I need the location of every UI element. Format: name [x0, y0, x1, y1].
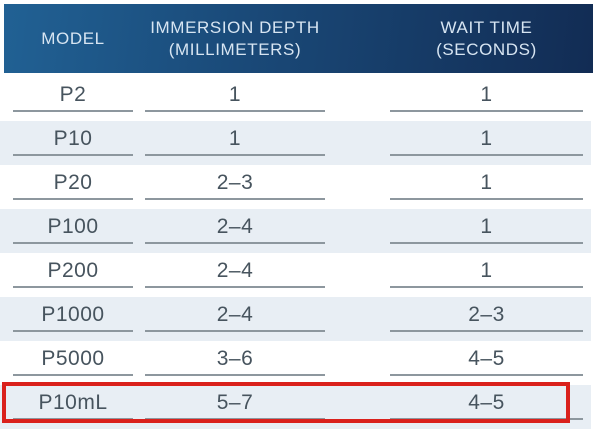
cell-wait-time-value: 1 [390, 211, 583, 244]
cell-model: P10 [13, 121, 133, 165]
cell-wait-time-value: 4–5 [390, 343, 583, 376]
table-row-p5000: P5000 3–6 4–5 [0, 341, 600, 385]
header-immersion-depth-line2: (MILLIMETERS) [168, 39, 302, 59]
header-model: MODEL [13, 28, 133, 50]
cell-model-value: P100 [13, 211, 133, 244]
cell-wait-time: 1 [390, 77, 583, 121]
cell-immersion-depth: 2–4 [145, 209, 325, 253]
cell-model-value: P2 [13, 79, 133, 112]
cell-model-value: P5000 [13, 343, 133, 376]
cell-immersion-depth: 2–4 [145, 253, 325, 297]
cell-immersion-depth: 2–4 [145, 297, 325, 341]
table-row-p1000: P1000 2–4 2–3 [0, 297, 600, 341]
cell-model-value: P1000 [13, 299, 133, 332]
cell-immersion-depth: 2–3 [145, 165, 325, 209]
cell-wait-time-value: 1 [390, 123, 583, 156]
cell-wait-time: 1 [390, 209, 583, 253]
table-row-p2: P2 1 1 [0, 77, 600, 121]
cell-immersion-depth-value: 2–4 [145, 255, 325, 288]
cell-model-value: P200 [13, 255, 133, 288]
cell-wait-time: 1 [390, 165, 583, 209]
header-wait-time-line1: WAIT TIME [440, 17, 533, 37]
cell-model: P1000 [13, 297, 133, 341]
cell-model-value: P20 [13, 167, 133, 200]
cell-wait-time-value: 4–5 [390, 387, 583, 420]
cell-wait-time-value: 1 [390, 79, 583, 112]
cell-immersion-depth-value: 3–6 [145, 343, 325, 376]
table-row-p10: P10 1 1 [0, 121, 600, 165]
cell-model: P2 [13, 77, 133, 121]
table-row-p200: P200 2–4 1 [0, 253, 600, 297]
cell-model: P100 [13, 209, 133, 253]
cell-model: P10mL [13, 385, 133, 429]
cell-wait-time: 2–3 [390, 297, 583, 341]
cell-immersion-depth-value: 1 [145, 123, 325, 156]
cell-wait-time: 1 [390, 121, 583, 165]
cell-immersion-depth-value: 2–4 [145, 299, 325, 332]
header-wait-time-line2: (SECONDS) [436, 39, 537, 59]
cell-wait-time: 4–5 [390, 341, 583, 385]
cell-model-value: P10 [13, 123, 133, 156]
cell-model: P20 [13, 165, 133, 209]
cell-wait-time-value: 1 [390, 167, 583, 200]
table-body: P2 1 1 P10 1 1 P20 2–3 1 P100 2–4 1 P200… [0, 77, 600, 429]
table-row-p100: P100 2–4 1 [0, 209, 600, 253]
table-row-p10ml: P10mL 5–7 4–5 [0, 385, 600, 429]
header-immersion-depth: IMMERSION DEPTH (MILLIMETERS) [145, 17, 325, 61]
cell-model-value: P10mL [13, 387, 133, 420]
cell-wait-time-value: 2–3 [390, 299, 583, 332]
cell-immersion-depth-value: 5–7 [145, 387, 325, 420]
table-header: MODEL IMMERSION DEPTH (MILLIMETERS) WAIT… [4, 4, 593, 73]
cell-immersion-depth: 1 [145, 77, 325, 121]
cell-immersion-depth-value: 1 [145, 79, 325, 112]
header-model-label: MODEL [41, 28, 105, 48]
cell-wait-time: 1 [390, 253, 583, 297]
cell-immersion-depth: 3–6 [145, 341, 325, 385]
cell-wait-time: 4–5 [390, 385, 583, 429]
table-row-p20: P20 2–3 1 [0, 165, 600, 209]
cell-wait-time-value: 1 [390, 255, 583, 288]
cell-immersion-depth-value: 2–3 [145, 167, 325, 200]
header-immersion-depth-line1: IMMERSION DEPTH [150, 17, 320, 37]
cell-immersion-depth: 1 [145, 121, 325, 165]
cell-immersion-depth-value: 2–4 [145, 211, 325, 244]
cell-model: P200 [13, 253, 133, 297]
cell-model: P5000 [13, 341, 133, 385]
cell-immersion-depth: 5–7 [145, 385, 325, 429]
header-wait-time: WAIT TIME (SECONDS) [390, 17, 583, 61]
